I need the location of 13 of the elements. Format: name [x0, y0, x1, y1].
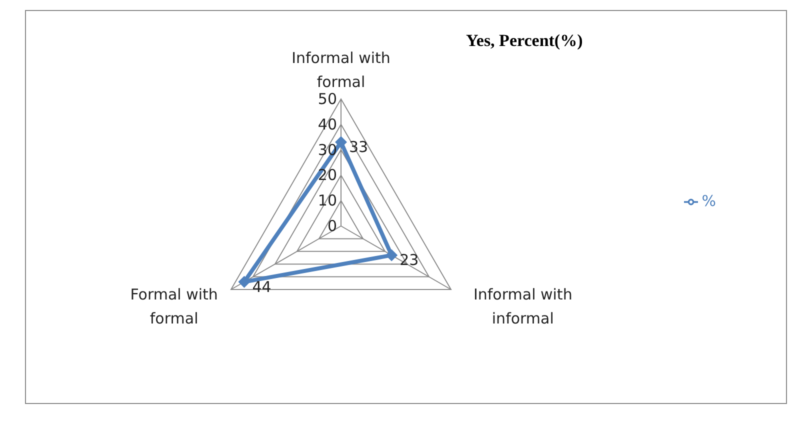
spoke-label: Informal with informal	[473, 286, 572, 328]
data-label: 33	[349, 138, 368, 156]
legend-label: %	[702, 192, 716, 210]
y-tick-label: 10	[318, 192, 337, 210]
y-tick-label: 0	[327, 217, 337, 235]
spoke-label: Informal with formal	[292, 49, 390, 91]
y-tick-label: 40	[318, 115, 337, 134]
spoke-label: Formal with formal	[130, 286, 218, 328]
data-label: 23	[400, 251, 419, 270]
chart-title: Yes, Percent(%)	[466, 31, 583, 51]
y-tick-label: 50	[318, 90, 337, 108]
y-tick-label: 20	[318, 166, 337, 184]
data-label: 44	[252, 278, 272, 296]
